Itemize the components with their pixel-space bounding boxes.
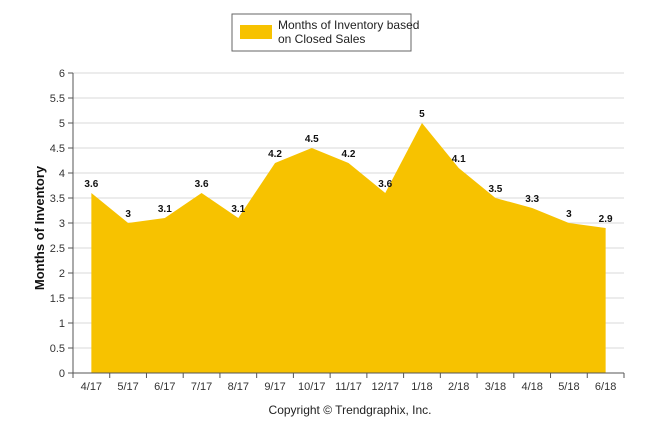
data-point[interactable] <box>125 220 131 226</box>
data-label: 3.6 <box>195 179 209 190</box>
y-tick-label: 1.5 <box>50 293 65 305</box>
legend-label-line-1: Months of Inventory based <box>278 18 419 32</box>
data-label: 3.1 <box>231 204 245 215</box>
x-tick-label: 9/17 <box>264 381 285 393</box>
x-tick-label: 11/17 <box>335 381 362 393</box>
data-label: 4.5 <box>305 134 319 145</box>
y-tick-label: 2 <box>59 268 65 280</box>
data-point[interactable] <box>456 165 462 171</box>
x-tick-label: 3/18 <box>485 381 506 393</box>
data-point[interactable] <box>346 160 352 166</box>
copyright-text: Copyright © Trendgraphix, Inc. <box>269 403 432 417</box>
data-label: 2.9 <box>599 214 613 225</box>
legend-label-line-2: on Closed Sales <box>278 32 365 46</box>
y-axis-title: Months of Inventory <box>32 165 47 290</box>
data-point[interactable] <box>419 120 425 126</box>
x-tick-label: 7/17 <box>191 381 212 393</box>
legend[interactable]: Months of Inventory based on Closed Sale… <box>231 13 419 52</box>
data-point[interactable] <box>492 195 498 201</box>
x-tick-label: 5/18 <box>558 381 579 393</box>
x-tick-label: 6/18 <box>595 381 616 393</box>
data-point[interactable] <box>272 160 278 166</box>
data-point[interactable] <box>382 190 388 196</box>
axes: 0 0.5 1 1.5 2 2.5 3 3.5 4 4.5 5 5.5 6 4/17 5/17 6/17 7/1… <box>50 68 625 393</box>
data-label: 3.6 <box>378 179 392 190</box>
x-tick-label: 8/17 <box>228 381 249 393</box>
y-tick-label: 0.5 <box>50 343 65 355</box>
y-tick-label: 4.5 <box>50 143 65 155</box>
y-tick-label: 3 <box>59 218 65 230</box>
data-label: 3.3 <box>525 194 539 205</box>
y-tick-label: 1 <box>59 318 65 330</box>
y-tick-label: 2.5 <box>50 243 65 255</box>
y-tick-label: 3.5 <box>50 193 65 205</box>
y-tick-label: 5.5 <box>50 93 65 105</box>
data-label: 4.2 <box>268 149 282 160</box>
data-label: 3.6 <box>84 179 98 190</box>
data-point[interactable] <box>529 205 535 211</box>
x-tick-label: 1/18 <box>411 381 432 393</box>
x-tick-label: 2/18 <box>448 381 469 393</box>
data-label: 3.5 <box>488 184 502 195</box>
data-label: 5 <box>419 109 425 120</box>
data-point[interactable] <box>603 225 609 231</box>
x-tick-label: 4/17 <box>81 381 102 393</box>
data-label: 4.1 <box>452 154 466 165</box>
area-fill <box>91 123 606 373</box>
data-point[interactable] <box>199 190 205 196</box>
data-point[interactable] <box>162 215 168 221</box>
data-label: 3 <box>125 209 131 220</box>
data-point[interactable] <box>309 145 315 151</box>
y-tick-label: 0 <box>59 368 65 380</box>
y-tick-label: 6 <box>59 68 65 80</box>
data-point[interactable] <box>235 215 241 221</box>
x-tick-label: 12/17 <box>371 381 399 393</box>
x-tick-label: 4/18 <box>521 381 542 393</box>
legend-swatch <box>240 25 272 39</box>
x-tick-label: 5/17 <box>117 381 138 393</box>
data-label: 3.1 <box>158 204 172 215</box>
x-tick-label: 6/17 <box>154 381 175 393</box>
data-label: 3 <box>566 209 572 220</box>
x-tick-label: 10/17 <box>298 381 326 393</box>
y-tick-label: 5 <box>59 118 65 130</box>
data-point[interactable] <box>88 190 94 196</box>
y-tick-label: 4 <box>59 168 65 180</box>
data-labels: 3.6 3 3.1 3.6 3.1 4.2 4.5 4.2 3.6 5 4.1 3.5 3.3 3 2.9 <box>84 109 613 225</box>
data-point[interactable] <box>566 220 572 226</box>
data-label: 4.2 <box>342 149 356 160</box>
series-area <box>88 120 609 373</box>
